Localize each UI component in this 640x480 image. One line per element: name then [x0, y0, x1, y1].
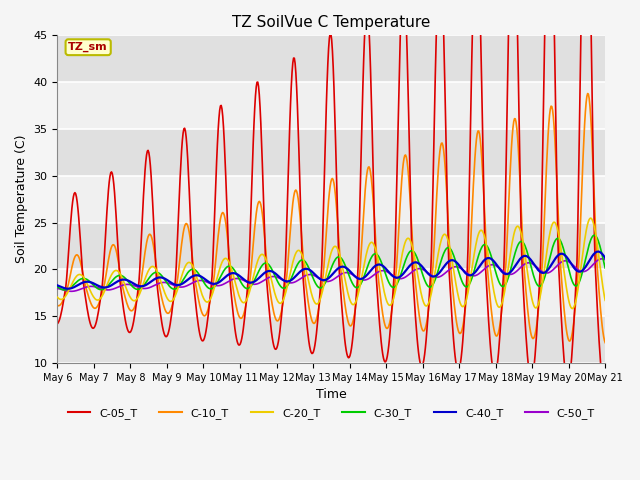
C-20_T [204, 299, 212, 305]
C-05_T [602, 383, 609, 389]
C-30_T [602, 265, 609, 271]
C-50_T [205, 280, 213, 286]
C-10_T [584, 91, 591, 96]
Line: C-05_T: C-05_T [58, 0, 605, 387]
C-30_T [591, 232, 598, 238]
C-05_T [204, 312, 212, 318]
C-40_T [64, 286, 72, 291]
C-50_T [120, 282, 128, 288]
C-40_T [399, 272, 406, 277]
C-05_T [414, 342, 422, 348]
Bar [58, 223, 605, 269]
C-50_T [399, 276, 406, 281]
C-20_T [175, 281, 183, 287]
C-50_T [602, 257, 609, 263]
C-40_T [602, 255, 609, 261]
C-05_T [175, 193, 183, 199]
Line: C-40_T: C-40_T [58, 252, 605, 288]
C-10_T [414, 301, 422, 307]
C-10_T [204, 306, 212, 312]
Bar [58, 269, 605, 316]
C-40_T [120, 276, 128, 282]
C-30_T [120, 275, 128, 280]
Legend: C-05_T, C-10_T, C-20_T, C-30_T, C-40_T, C-50_T: C-05_T, C-10_T, C-20_T, C-30_T, C-40_T, … [63, 403, 599, 423]
C-10_T [54, 302, 61, 308]
C-30_T [176, 282, 184, 288]
C-50_T [54, 286, 61, 291]
Bar [58, 36, 605, 82]
X-axis label: Time: Time [316, 388, 347, 401]
C-05_T [398, 0, 406, 1]
C-10_T [63, 285, 71, 291]
C-05_T [54, 321, 61, 326]
C-30_T [61, 287, 69, 293]
C-50_T [176, 284, 184, 290]
Line: C-30_T: C-30_T [58, 235, 605, 290]
Line: C-10_T: C-10_T [58, 94, 605, 343]
C-40_T [54, 283, 61, 288]
C-10_T [602, 340, 609, 346]
C-30_T [415, 259, 422, 264]
C-40_T [205, 279, 213, 285]
Text: TZ_sm: TZ_sm [68, 42, 108, 52]
Line: C-20_T: C-20_T [58, 218, 605, 309]
C-20_T [602, 298, 609, 303]
C-40_T [63, 286, 71, 291]
C-30_T [399, 266, 406, 272]
C-20_T [568, 306, 576, 312]
Bar [58, 129, 605, 176]
Line: C-50_T: C-50_T [58, 259, 605, 291]
C-10_T [120, 288, 127, 294]
C-40_T [595, 249, 602, 254]
C-30_T [54, 284, 61, 289]
C-20_T [63, 290, 71, 296]
C-20_T [398, 253, 406, 259]
Bar [58, 316, 605, 363]
C-20_T [54, 294, 61, 300]
C-10_T [398, 177, 406, 183]
Title: TZ SoilVue C Temperature: TZ SoilVue C Temperature [232, 15, 431, 30]
C-40_T [415, 261, 422, 266]
C-20_T [587, 215, 595, 221]
C-30_T [205, 286, 213, 291]
C-40_T [176, 282, 184, 288]
C-20_T [120, 279, 127, 285]
Bar [58, 176, 605, 223]
C-50_T [63, 288, 71, 294]
Y-axis label: Soil Temperature (C): Soil Temperature (C) [15, 135, 28, 264]
C-30_T [64, 286, 72, 292]
C-10_T [175, 262, 183, 267]
C-50_T [415, 266, 422, 272]
C-50_T [598, 256, 606, 262]
C-05_T [120, 307, 127, 313]
Bar [58, 82, 605, 129]
C-20_T [414, 273, 422, 278]
C-05_T [600, 384, 608, 390]
C-50_T [67, 288, 75, 294]
C-05_T [63, 267, 71, 273]
